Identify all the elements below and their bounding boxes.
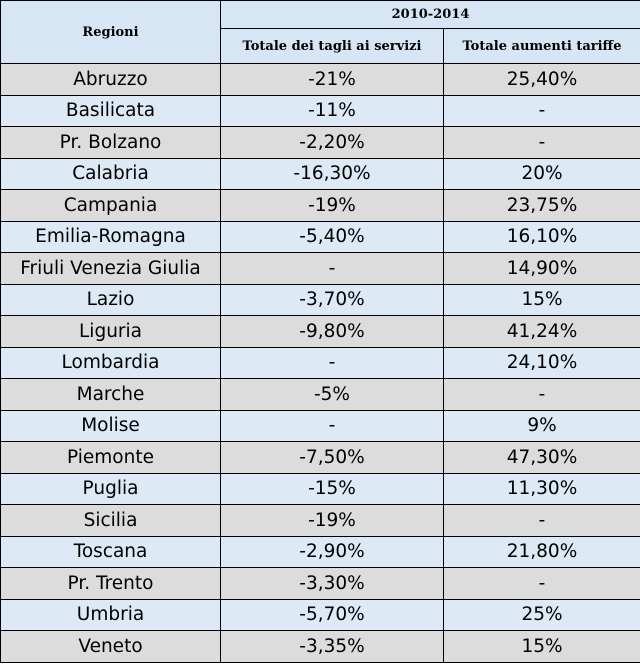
cell-cuts: -3,30% [220, 567, 444, 600]
cell-region: Marche [0, 378, 221, 411]
cell-cuts: -5% [220, 378, 444, 411]
cell-region: Campania [0, 189, 221, 222]
table-row: Campania -19% 23,75% [0, 189, 640, 222]
cell-increases: - [442, 378, 640, 411]
cell-region: Sicilia [0, 504, 221, 537]
cell-increases: - [442, 126, 640, 159]
cell-increases: 47,30% [442, 441, 640, 474]
cell-increases: 11,30% [442, 472, 640, 505]
table-row: Pr. Trento -3,30% - [0, 567, 640, 600]
table-row: Marche -5% - [0, 378, 640, 411]
cell-cuts: -21% [220, 63, 444, 96]
cell-region: Umbria [0, 598, 221, 631]
cell-increases: 25% [442, 598, 640, 631]
table-body: Abruzzo -21% 25,40% Basilicata -11% - Pr. Bolz… [0, 63, 640, 663]
cell-region: Puglia [0, 472, 221, 505]
cell-increases: - [442, 567, 640, 600]
cell-region: Friuli Venezia Giulia [0, 252, 221, 285]
cell-region: Pr. Trento [0, 567, 221, 600]
cell-cuts: -19% [220, 504, 444, 537]
cell-increases: 9% [442, 409, 640, 442]
cell-cuts: -15% [220, 472, 444, 505]
cell-increases: 25,40% [442, 63, 640, 96]
cell-region: Toscana [0, 535, 221, 568]
table-header: Regioni 2010-2014 Totale dei tagli ai se… [0, 0, 640, 64]
cell-cuts: -2,90% [220, 535, 444, 568]
header-cuts: Totale dei tagli ai servizi [220, 28, 444, 64]
table-row: Lombardia -24,10% [0, 346, 640, 379]
cell-increases: 24,10% [442, 346, 640, 379]
table-row: Umbria -5,70% 25% [0, 598, 640, 631]
cell-region: Calabria [0, 157, 221, 190]
cell-region: Pr. Bolzano [0, 126, 221, 159]
cell-cuts: -5,40% [220, 220, 444, 253]
cell-region: Molise [0, 409, 221, 442]
cell-region: Piemonte [0, 441, 221, 474]
header-increases: Totale aumenti tariffe [442, 28, 640, 64]
table-row: Emilia-Romagna -5,40% 16,10% [0, 220, 640, 253]
table-row: Veneto -3,35% 15% [0, 630, 640, 663]
table-row: Sicilia -19% - [0, 504, 640, 537]
cell-increases: 20% [442, 157, 640, 190]
cell-increases: 21,80% [442, 535, 640, 568]
cell-cuts: -2,20% [220, 126, 444, 159]
cell-region: Veneto [0, 630, 221, 663]
table-row: Piemonte -7,50% 47,30% [0, 441, 640, 474]
table-row: Molise -9% [0, 409, 640, 442]
cell-cuts: - [220, 409, 444, 442]
table-row: Liguria -9,80% 41,24% [0, 315, 640, 348]
table-row: Lazio -3,70% 15% [0, 283, 640, 316]
cell-region: Emilia-Romagna [0, 220, 221, 253]
header-regioni: Regioni [0, 0, 221, 64]
cell-cuts: -11% [220, 94, 444, 127]
cell-increases: - [442, 504, 640, 537]
cell-increases: - [442, 94, 640, 127]
cell-region: Lazio [0, 283, 221, 316]
cell-cuts: -3,70% [220, 283, 444, 316]
table-row: Friuli Venezia Giulia -14,90% [0, 252, 640, 285]
table-row: Puglia -15% 11,30% [0, 472, 640, 505]
table-row: Abruzzo -21% 25,40% [0, 63, 640, 96]
cell-region: Basilicata [0, 94, 221, 127]
table-row: Calabria -16,30% 20% [0, 157, 640, 190]
cell-region: Lombardia [0, 346, 221, 379]
cell-cuts: -5,70% [220, 598, 444, 631]
cell-cuts: -7,50% [220, 441, 444, 474]
cell-increases: 14,90% [442, 252, 640, 285]
cell-region: Abruzzo [0, 63, 221, 96]
cell-cuts: -16,30% [220, 157, 444, 190]
cell-cuts: -9,80% [220, 315, 444, 348]
cell-cuts: -19% [220, 189, 444, 222]
cell-increases: 15% [442, 630, 640, 663]
cell-increases: 23,75% [442, 189, 640, 222]
cell-cuts: - [220, 346, 444, 379]
cell-cuts: -3,35% [220, 630, 444, 663]
cell-increases: 15% [442, 283, 640, 316]
table-row: Pr. Bolzano -2,20% - [0, 126, 640, 159]
table-row: Basilicata -11% - [0, 94, 640, 127]
header-period: 2010-2014 [219, 0, 640, 29]
cell-increases: 16,10% [442, 220, 640, 253]
table-row: Toscana -2,90% 21,80% [0, 535, 640, 568]
cell-increases: 41,24% [442, 315, 640, 348]
cell-cuts: - [220, 252, 444, 285]
cell-region: Liguria [0, 315, 221, 348]
